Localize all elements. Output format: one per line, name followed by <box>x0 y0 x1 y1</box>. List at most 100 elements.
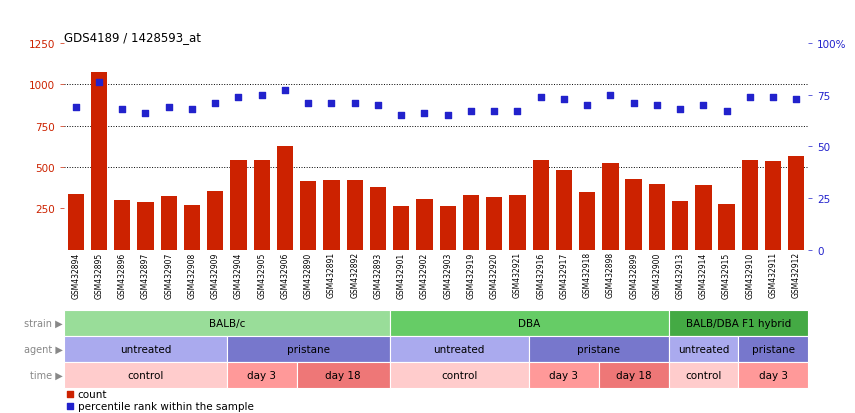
Bar <box>738 336 808 362</box>
Bar <box>227 362 297 388</box>
Point <box>63 391 77 397</box>
Point <box>255 92 268 99</box>
Text: day 3: day 3 <box>247 370 276 380</box>
Text: time ▶: time ▶ <box>30 370 62 380</box>
Text: percentile rank within the sample: percentile rank within the sample <box>78 401 253 411</box>
Bar <box>602 164 618 250</box>
Text: pristane: pristane <box>286 344 330 354</box>
Bar <box>230 160 246 250</box>
Bar <box>64 310 390 336</box>
Point <box>789 96 803 103</box>
Bar <box>738 362 808 388</box>
Bar <box>463 196 479 250</box>
Bar <box>370 188 386 250</box>
Point <box>557 96 571 103</box>
Text: untreated: untreated <box>678 344 729 354</box>
Bar <box>669 336 738 362</box>
Bar <box>393 206 410 250</box>
Bar <box>742 161 758 250</box>
Bar <box>91 73 107 250</box>
Bar <box>765 162 781 250</box>
Text: day 18: day 18 <box>616 370 652 380</box>
Point <box>627 100 640 107</box>
Bar <box>669 362 738 388</box>
Text: pristane: pristane <box>752 344 794 354</box>
Point <box>487 109 501 115</box>
Point <box>278 88 292 95</box>
Bar <box>626 179 642 250</box>
Point <box>301 100 315 107</box>
Text: agent ▶: agent ▶ <box>24 344 62 354</box>
Text: control: control <box>441 370 477 380</box>
Bar <box>669 310 808 336</box>
Bar <box>486 197 502 250</box>
Bar <box>297 362 390 388</box>
Bar <box>64 362 227 388</box>
Bar <box>207 192 223 250</box>
Bar <box>672 202 688 250</box>
Text: BALB/c: BALB/c <box>209 318 245 328</box>
Bar <box>510 196 526 250</box>
Bar <box>346 181 363 250</box>
Point <box>69 104 83 111</box>
Text: untreated: untreated <box>433 344 485 354</box>
Point <box>510 109 524 115</box>
Point <box>371 102 385 109</box>
Point <box>697 102 711 109</box>
Bar <box>68 194 84 250</box>
Text: pristane: pristane <box>577 344 620 354</box>
Point <box>162 104 175 111</box>
Text: control: control <box>127 370 163 380</box>
Bar <box>533 160 549 250</box>
Point <box>441 113 455 119</box>
Text: BALB/DBA F1 hybrid: BALB/DBA F1 hybrid <box>686 318 791 328</box>
Point <box>115 107 129 113</box>
Bar <box>529 336 669 362</box>
Point <box>743 94 757 101</box>
Text: DBA: DBA <box>518 318 540 328</box>
Point <box>209 100 222 107</box>
Bar <box>390 310 669 336</box>
Bar <box>416 200 433 250</box>
Text: GDS4189 / 1428593_at: GDS4189 / 1428593_at <box>64 31 201 44</box>
Text: day 3: day 3 <box>550 370 578 380</box>
Point <box>766 94 780 101</box>
Point <box>581 102 594 109</box>
Point <box>673 107 687 113</box>
Bar <box>649 185 665 250</box>
Point <box>186 107 199 113</box>
Point <box>325 100 339 107</box>
Bar <box>114 201 130 250</box>
Text: count: count <box>78 389 107 399</box>
Point <box>650 102 663 109</box>
Bar <box>64 336 227 362</box>
Point <box>534 94 547 101</box>
Bar <box>788 157 805 250</box>
Text: day 18: day 18 <box>325 370 361 380</box>
Bar <box>695 186 711 250</box>
Bar <box>579 192 595 250</box>
Bar <box>598 362 669 388</box>
Bar <box>718 204 734 250</box>
Bar <box>439 206 456 250</box>
Bar <box>390 336 529 362</box>
Bar <box>323 181 339 250</box>
Bar <box>529 362 598 388</box>
Point <box>417 111 431 117</box>
Bar <box>138 202 154 250</box>
Bar <box>390 362 529 388</box>
Point <box>63 403 77 410</box>
Point <box>720 109 734 115</box>
Point <box>139 111 152 117</box>
Text: strain ▶: strain ▶ <box>24 318 62 328</box>
Point <box>464 109 478 115</box>
Point <box>604 92 617 99</box>
Text: day 3: day 3 <box>758 370 787 380</box>
Bar <box>184 206 200 250</box>
Bar <box>254 161 270 250</box>
Text: untreated: untreated <box>120 344 171 354</box>
Bar <box>300 182 316 250</box>
Bar <box>277 146 293 250</box>
Bar <box>227 336 390 362</box>
Bar <box>161 197 177 250</box>
